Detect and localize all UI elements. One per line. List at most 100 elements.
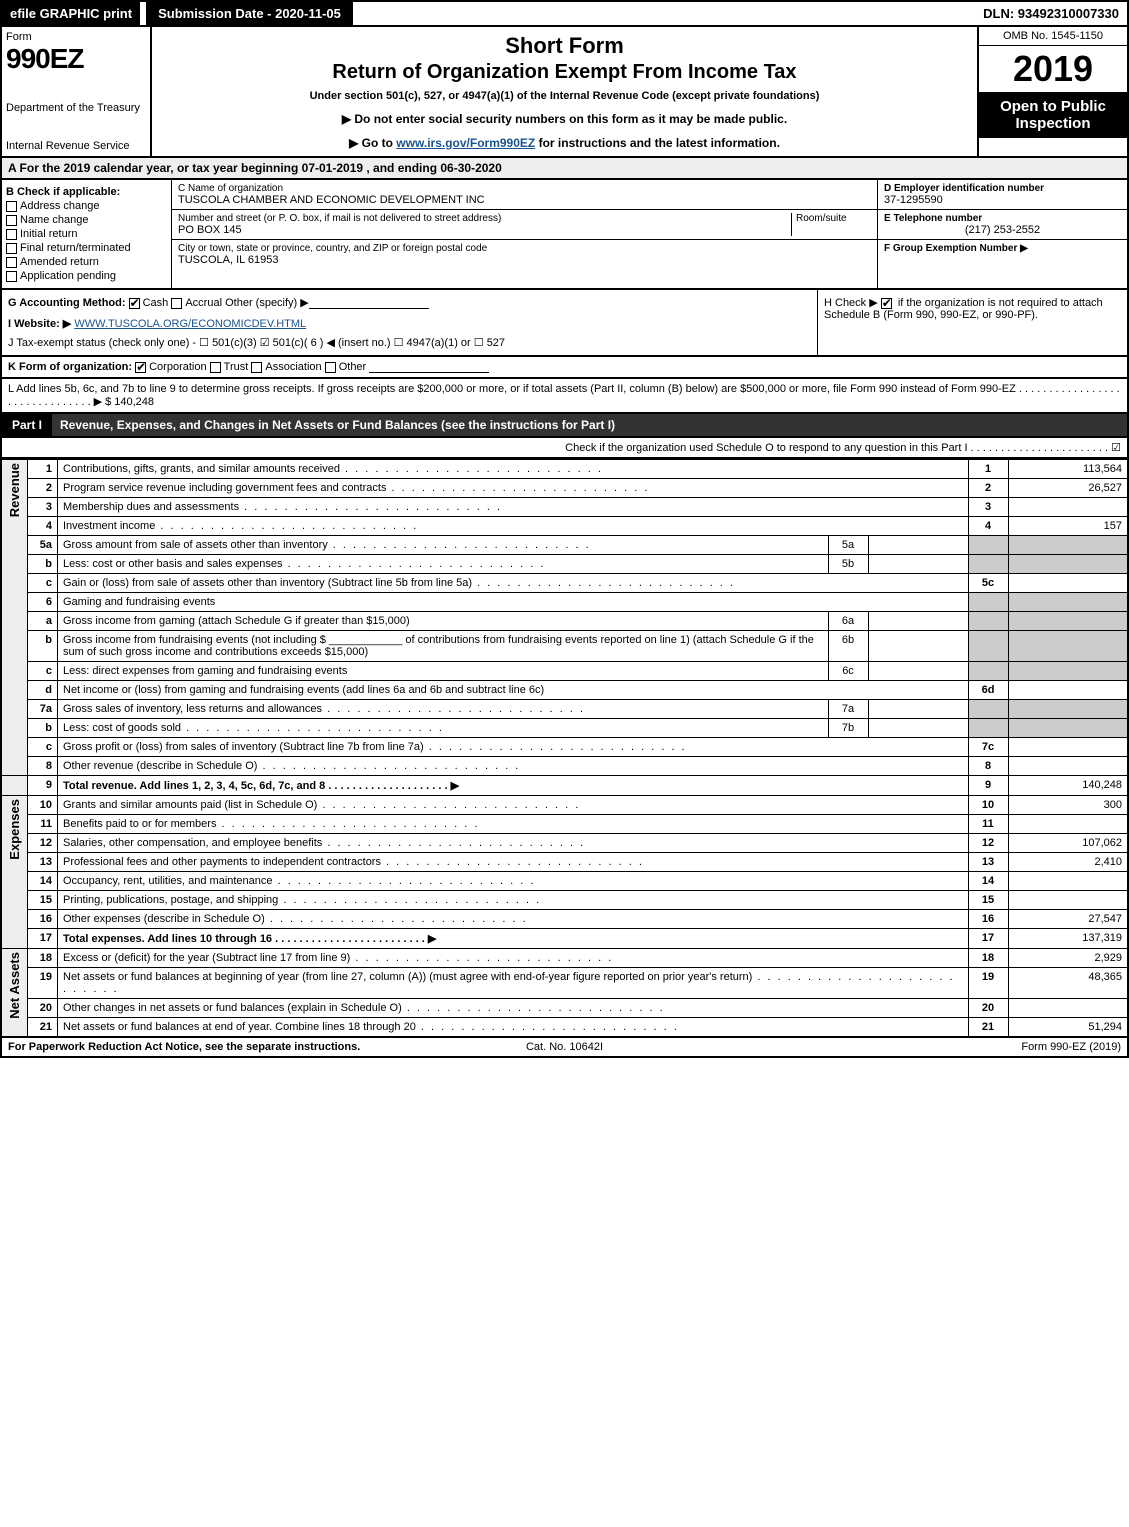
open-to-public: Open to Public Inspection xyxy=(979,92,1127,138)
dln: DLN: 93492310007330 xyxy=(975,2,1127,25)
line-desc: Gross profit or (loss) from sales of inv… xyxy=(63,741,687,753)
subline-ref: 6c xyxy=(828,662,868,681)
table-row: 3 Membership dues and assessments 3 xyxy=(1,498,1128,517)
table-row: 16 Other expenses (describe in Schedule … xyxy=(1,910,1128,929)
checkbox-corporation[interactable] xyxy=(135,362,146,373)
line-desc: Other expenses (describe in Schedule O) xyxy=(63,913,528,925)
line-desc: Gain or (loss) from sale of assets other… xyxy=(63,577,735,589)
checkbox-trust[interactable] xyxy=(210,362,221,373)
line-desc: Occupancy, rent, utilities, and maintena… xyxy=(63,875,535,887)
checkbox-amended-return[interactable] xyxy=(6,257,17,268)
section-b-title: B Check if applicable: xyxy=(6,186,120,198)
part-i-title: Revenue, Expenses, and Changes in Net As… xyxy=(52,414,1127,436)
line-desc: Excess or (deficit) for the year (Subtra… xyxy=(63,952,613,964)
label-address-change: Address change xyxy=(20,200,100,212)
org-name: TUSCOLA CHAMBER AND ECONOMIC DEVELOPMENT… xyxy=(178,194,871,206)
row-j-tax-exempt: J Tax-exempt status (check only one) - ☐… xyxy=(8,336,811,349)
line-ref: 2 xyxy=(968,479,1008,498)
label-association: Association xyxy=(265,361,321,373)
line-desc: Investment income xyxy=(63,520,418,532)
submission-date: Submission Date - 2020-11-05 xyxy=(146,2,353,25)
footer-paperwork: For Paperwork Reduction Act Notice, see … xyxy=(8,1041,379,1053)
goto-prefix: ▶ Go to xyxy=(349,136,396,150)
checkbox-initial-return[interactable] xyxy=(6,229,17,240)
table-row: 2 Program service revenue including gove… xyxy=(1,479,1128,498)
line-num: 6 xyxy=(28,593,58,612)
website-link[interactable]: WWW.TUSCOLA.ORG/ECONOMICDEV.HTML xyxy=(74,318,306,330)
org-city: TUSCOLA, IL 61953 xyxy=(178,254,871,266)
line-desc: Less: direct expenses from gaming and fu… xyxy=(58,662,829,681)
goto-link[interactable]: www.irs.gov/Form990EZ xyxy=(396,136,535,150)
line-amount: 2,410 xyxy=(1008,853,1128,872)
line-amount xyxy=(1008,498,1128,517)
table-row: 5a Gross amount from sale of assets othe… xyxy=(1,536,1128,555)
table-row: 9 Total revenue. Add lines 1, 2, 3, 4, 5… xyxy=(1,776,1128,796)
footer-form-id: Form 990-EZ (2019) xyxy=(750,1041,1121,1053)
checkbox-association[interactable] xyxy=(251,362,262,373)
checkbox-other-org[interactable] xyxy=(325,362,336,373)
table-row: 15 Printing, publications, postage, and … xyxy=(1,891,1128,910)
line-ref: 18 xyxy=(968,949,1008,968)
line-num: 4 xyxy=(28,517,58,536)
line-desc: Less: cost of goods sold xyxy=(63,722,444,734)
line-num: 2 xyxy=(28,479,58,498)
instruction-donot: ▶ Do not enter social security numbers o… xyxy=(158,112,971,126)
line-num: b xyxy=(28,631,58,662)
part-i-header: Part I Revenue, Expenses, and Changes in… xyxy=(0,414,1129,438)
part-i-label: Part I xyxy=(2,414,52,436)
line-amount xyxy=(1008,891,1128,910)
line-desc: Gross income from fundraising events (no… xyxy=(58,631,829,662)
checkbox-final-return[interactable] xyxy=(6,243,17,254)
line-amount: 157 xyxy=(1008,517,1128,536)
line-num: c xyxy=(28,574,58,593)
row-a-tax-year: A For the 2019 calendar year, or tax yea… xyxy=(0,158,1129,180)
label-application-pending: Application pending xyxy=(20,270,116,282)
line-amount: 51,294 xyxy=(1008,1018,1128,1038)
lines-table: Revenue 1 Contributions, gifts, grants, … xyxy=(0,459,1129,1038)
label-c-name: C Name of organization xyxy=(178,183,871,194)
subline-amount xyxy=(868,700,968,719)
section-revenue-label: Revenue xyxy=(7,463,22,517)
subline-amount xyxy=(868,555,968,574)
table-row: 20 Other changes in net assets or fund b… xyxy=(1,999,1128,1018)
table-row: a Gross income from gaming (attach Sched… xyxy=(1,612,1128,631)
line-num: 16 xyxy=(28,910,58,929)
checkbox-cash[interactable] xyxy=(129,298,140,309)
line-amount: 300 xyxy=(1008,796,1128,815)
line-num: 14 xyxy=(28,872,58,891)
line-ref: 7c xyxy=(968,738,1008,757)
subline-ref: 6a xyxy=(828,612,868,631)
line-desc: Salaries, other compensation, and employ… xyxy=(63,837,585,849)
table-row: b Less: cost of goods sold 7b xyxy=(1,719,1128,738)
dept-treasury: Department of the Treasury xyxy=(6,102,146,114)
line-amount: 137,319 xyxy=(1008,929,1128,949)
input-other-org[interactable] xyxy=(369,361,489,373)
label-city: City or town, state or province, country… xyxy=(178,243,871,254)
label-corporation: Corporation xyxy=(149,361,206,373)
checkbox-application-pending[interactable] xyxy=(6,271,17,282)
section-expenses-label: Expenses xyxy=(7,799,22,860)
section-b: B Check if applicable: Address change Na… xyxy=(2,180,172,288)
goto-suffix: for instructions and the latest informat… xyxy=(535,136,780,150)
label-trust: Trust xyxy=(224,361,249,373)
line-num: 5a xyxy=(28,536,58,555)
efile-graphic-print[interactable]: efile GRAPHIC print xyxy=(2,2,140,25)
label-k-form-of-org: K Form of organization: xyxy=(8,361,132,373)
input-other-method[interactable] xyxy=(309,297,429,309)
row-k: K Form of organization: Corporation Trus… xyxy=(0,357,1129,379)
line-num: d xyxy=(28,681,58,700)
entity-info-block: B Check if applicable: Address change Na… xyxy=(0,180,1129,290)
table-row: 21 Net assets or fund balances at end of… xyxy=(1,1018,1128,1038)
line-num: 11 xyxy=(28,815,58,834)
checkbox-address-change[interactable] xyxy=(6,201,17,212)
phone-value: (217) 253-2552 xyxy=(884,224,1121,236)
subline-amount xyxy=(868,631,968,662)
line-num: a xyxy=(28,612,58,631)
line-num: 18 xyxy=(28,949,58,968)
checkbox-h-schedule-b[interactable] xyxy=(881,298,892,309)
line-desc: Less: cost or other basis and sales expe… xyxy=(63,558,545,570)
checkbox-accrual[interactable] xyxy=(171,298,182,309)
line-ref: 5c xyxy=(968,574,1008,593)
checkbox-name-change[interactable] xyxy=(6,215,17,226)
line-amount: 48,365 xyxy=(1008,968,1128,999)
